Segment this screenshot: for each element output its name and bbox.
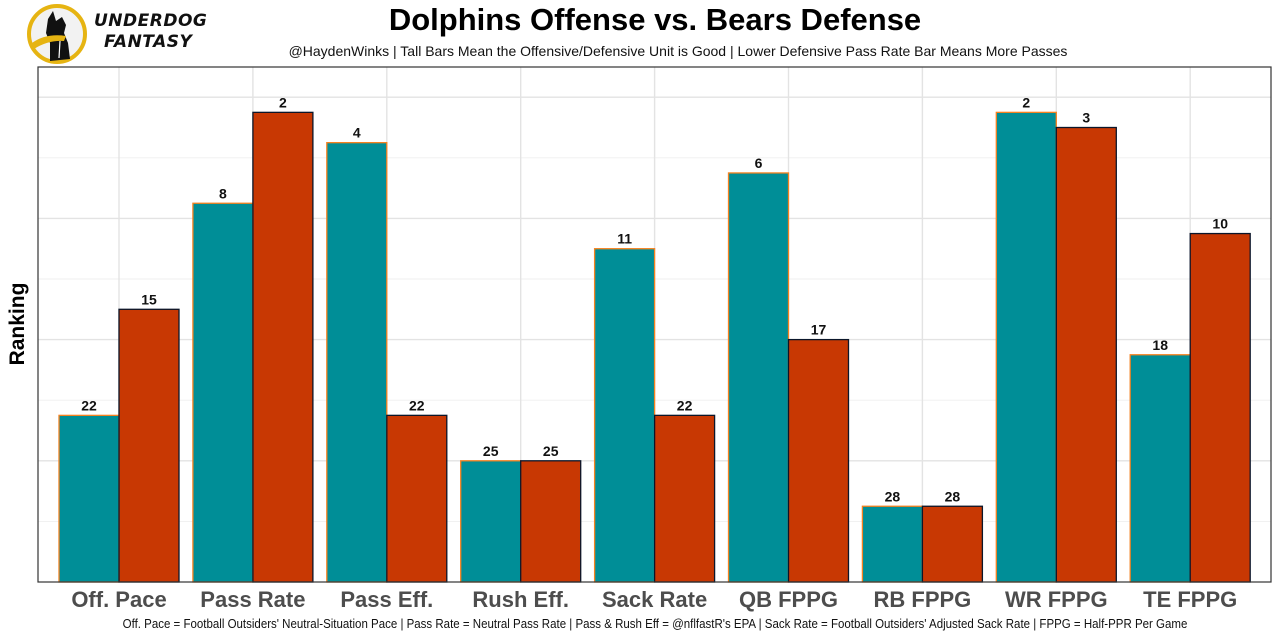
offense-bar [593,248,656,583]
offense-value-label: 4 [353,125,361,141]
offense-bar [326,141,388,583]
defense-bar [787,338,850,583]
plot-frame [37,66,1272,583]
offense-bar [192,202,254,583]
offense-bar [1129,354,1191,583]
offense-value-label: 18 [1152,337,1168,353]
chart-title: Dolphins Offense vs. Bears Defense [388,2,922,37]
x-tick-label: WR FPPG [1005,587,1108,612]
offense-value-label: 22 [81,397,97,413]
defense-bar [921,505,984,583]
defense-bar [118,308,180,583]
x-tick-label: Pass Rate [200,587,305,612]
offense-bar [727,172,790,583]
offense-bar [460,460,522,583]
x-tick-label: Rush Eff. [472,587,569,612]
x-tick-label: Sack Rate [602,587,707,612]
defense-bar [386,414,448,583]
defense-value-label: 10 [1212,216,1228,232]
defense-bar [1055,126,1117,583]
x-tick-label: TE FPPG [1143,587,1237,612]
defense-bar [653,414,716,583]
defense-value-label: 3 [1082,110,1090,126]
chart-caption: Off. Pace = Football Outsiders' Neutral-… [122,617,1188,631]
offense-value-label: 6 [755,155,763,171]
chart-subtitle: @HaydenWinks | Tall Bars Mean the Offens… [288,43,1068,59]
x-tick-label: Off. Pace [71,587,166,612]
defense-value-label: 2 [279,94,287,110]
x-tick-label: QB FPPG [739,587,838,612]
offense-value-label: 28 [885,488,901,504]
x-tick-labels: Off. Pace Pass Rate Pass Eff. Rush Eff. Sack… [71,587,1237,612]
offense-value-label: 2 [1022,94,1030,110]
x-tick-label: RB FPPG [874,587,972,612]
defense-value-label: 17 [811,322,827,338]
underdog-logo [26,3,88,65]
offense-bar [861,505,924,583]
logo-line-1: UNDERDOG [94,11,208,31]
defense-bar [1189,232,1251,583]
offense-value-label: 8 [219,185,227,201]
defense-value-label: 22 [677,397,693,413]
logo-line-2: FANTASY [104,32,193,52]
x-tick-label: Pass Eff. [340,587,433,612]
bars [58,111,1251,583]
defense-value-label: 28 [945,488,961,504]
dog-silhouette-icon [27,4,87,64]
defense-bar [520,460,582,583]
offense-value-label: 11 [617,231,632,247]
defense-value-label: 22 [409,397,425,413]
offense-value-label: 25 [483,443,499,459]
defense-value-label: 15 [141,291,157,307]
defense-value-label: 25 [543,443,559,459]
offense-bar [58,414,120,583]
offense-bar [995,111,1057,583]
defense-bar [252,111,314,583]
logo-wordmark: UNDERDOG FANTASY [94,11,207,53]
